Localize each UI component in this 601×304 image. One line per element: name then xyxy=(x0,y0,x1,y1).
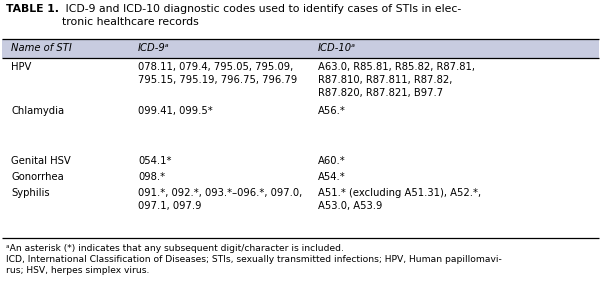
Text: 098.*: 098.* xyxy=(138,172,165,182)
Text: A56.*: A56.* xyxy=(318,106,346,116)
Text: HPV: HPV xyxy=(11,62,31,72)
Text: 099.41, 099.5*: 099.41, 099.5* xyxy=(138,106,213,116)
Text: ICD-9 and ICD-10 diagnostic codes used to identify cases of STIs in elec-
tronic: ICD-9 and ICD-10 diagnostic codes used t… xyxy=(62,4,461,27)
Text: Genital HSV: Genital HSV xyxy=(11,156,71,166)
Text: ᵃAn asterisk (*) indicates that any subsequent digit/character is included.: ᵃAn asterisk (*) indicates that any subs… xyxy=(6,244,344,253)
Text: TABLE 1.: TABLE 1. xyxy=(6,4,59,14)
Text: Syphilis: Syphilis xyxy=(11,188,50,198)
Bar xyxy=(2,39,599,58)
Text: Chlamydia: Chlamydia xyxy=(11,106,64,116)
Text: 054.1*: 054.1* xyxy=(138,156,171,166)
Text: A51.* (excluding A51.31), A52.*,
A53.0, A53.9: A51.* (excluding A51.31), A52.*, A53.0, … xyxy=(318,188,481,211)
Text: ICD-10ᵃ: ICD-10ᵃ xyxy=(318,43,356,53)
Text: A60.*: A60.* xyxy=(318,156,346,166)
Text: A63.0, R85.81, R85.82, R87.81,
R87.810, R87.811, R87.82,
R87.820, R87.821, B97.7: A63.0, R85.81, R85.82, R87.81, R87.810, … xyxy=(318,62,475,98)
Text: 091.*, 092.*, 093.*–096.*, 097.0,
097.1, 097.9: 091.*, 092.*, 093.*–096.*, 097.0, 097.1,… xyxy=(138,188,302,211)
Text: A54.*: A54.* xyxy=(318,172,346,182)
Text: 078.11, 079.4, 795.05, 795.09,
795.15, 795.19, 796.75, 796.79: 078.11, 079.4, 795.05, 795.09, 795.15, 7… xyxy=(138,62,297,85)
Text: Name of STI: Name of STI xyxy=(11,43,72,53)
Text: Gonorrhea: Gonorrhea xyxy=(11,172,64,182)
Text: ICD, International Classification of Diseases; STIs, sexually transmitted infect: ICD, International Classification of Dis… xyxy=(6,255,502,275)
Text: ICD-9ᵃ: ICD-9ᵃ xyxy=(138,43,169,53)
